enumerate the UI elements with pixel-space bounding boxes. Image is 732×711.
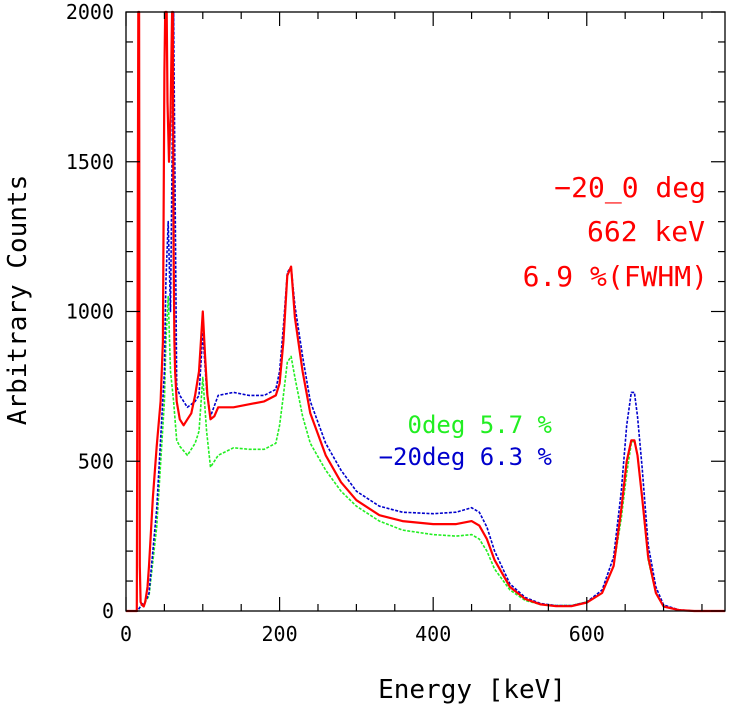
y-tick-label: 500	[78, 449, 114, 473]
plot-frame	[125, 11, 726, 612]
legend-0deg: 0deg 5.7 %	[408, 411, 553, 439]
y-axis-title: Arbitrary Counts	[3, 175, 33, 425]
y-tick-label: 1500	[66, 150, 114, 174]
y-tick-label: 2000	[66, 0, 114, 24]
x-tick-label: 400	[415, 622, 451, 646]
annotation-angle: −20_0 deg	[554, 171, 706, 205]
series-line-2	[126, 10, 725, 613]
y-tick-label: 0	[102, 599, 114, 623]
x-tick-label: 0	[120, 622, 132, 646]
legend-minus20deg: −20deg 6.3 %	[379, 443, 553, 471]
y-tick-label: 1000	[66, 300, 114, 324]
annotation-energy: 662 keV	[587, 215, 705, 248]
x-axis-title: Energy [keV]	[378, 675, 566, 705]
tick-layer: 0 200 400 600 0 500 1000 1500 2000	[66, 0, 725, 646]
x-tick-label: 600	[569, 622, 605, 646]
annotation-resolution: 6.9 %(FWHM)	[523, 260, 708, 293]
x-tick-label: 200	[262, 622, 298, 646]
series-line-1	[126, 11, 725, 612]
series-layer	[126, 10, 725, 613]
series-line-0	[126, 295, 725, 612]
